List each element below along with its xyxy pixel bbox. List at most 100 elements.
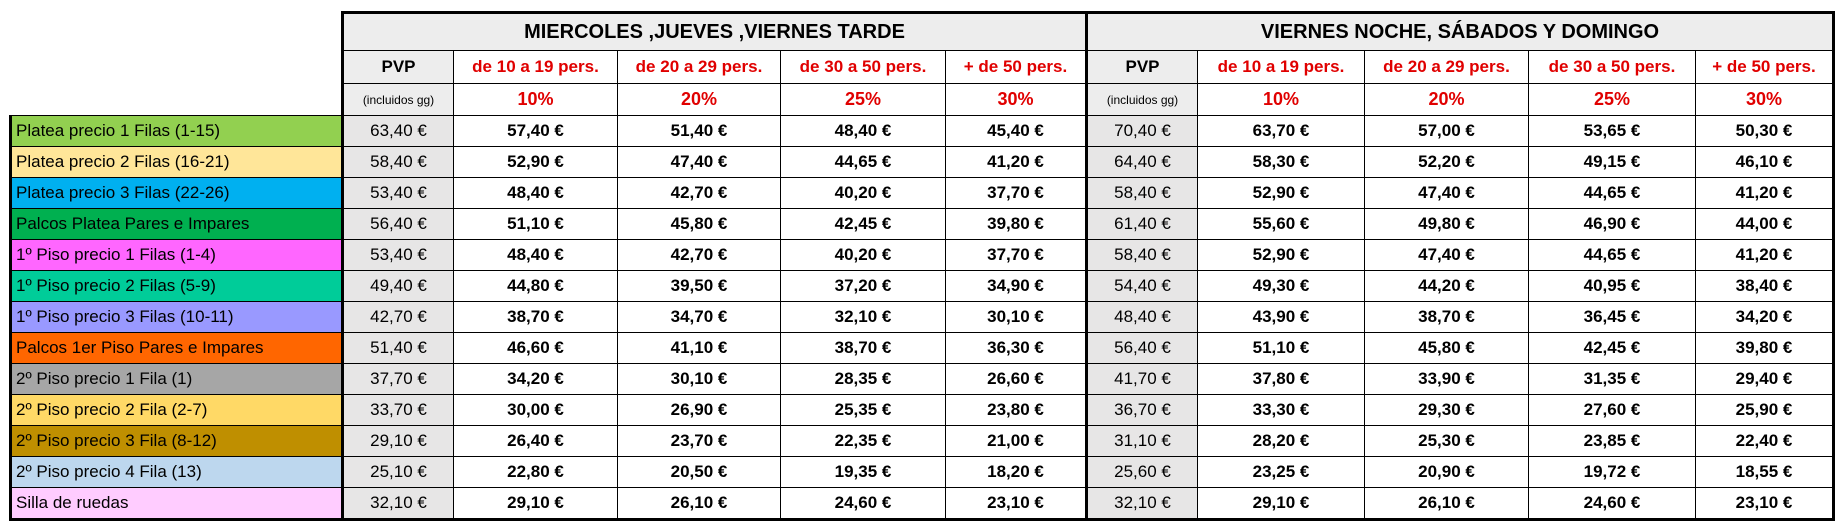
tier-header: de 30 a 50 pers. — [780, 50, 946, 84]
discount-header: 20% — [1364, 83, 1529, 116]
empty-corner — [11, 84, 343, 116]
group-price: 31,35 € — [1528, 363, 1696, 395]
tier-header: de 10 a 19 pers. — [453, 50, 618, 84]
pvp-price: 41,70 € — [1085, 363, 1198, 395]
pvp-price: 51,40 € — [341, 332, 454, 364]
group-price: 44,80 € — [453, 270, 618, 302]
group-price: 40,95 € — [1528, 270, 1696, 302]
row-label: Platea precio 3 Filas (22-26) — [9, 177, 344, 209]
table-row: 2º Piso precio 4 Fila (13) 25,10 €22,80 €… — [9, 456, 1835, 488]
group-price: 45,40 € — [945, 115, 1088, 147]
empty-corner — [11, 13, 343, 51]
group-price: 36,45 € — [1528, 301, 1696, 333]
group-price: 52,90 € — [453, 146, 618, 178]
group-price: 40,20 € — [780, 177, 946, 209]
row-label: 2º Piso precio 1 Fila (1) — [9, 363, 344, 395]
group-price: 46,90 € — [1528, 208, 1696, 240]
group-price: 23,70 € — [617, 425, 781, 457]
discount-header: 25% — [780, 83, 946, 116]
empty-corner — [11, 51, 343, 84]
group-header-weekday: MIERCOLES ,JUEVES ,VIERNES TARDE — [341, 11, 1088, 51]
group-price: 49,80 € — [1364, 208, 1529, 240]
group-price: 19,72 € — [1528, 456, 1696, 488]
group-price: 19,35 € — [780, 456, 946, 488]
group-price: 43,90 € — [1197, 301, 1365, 333]
row-label: 1º Piso precio 3 Filas (10-11) — [9, 301, 344, 333]
table-row: 2º Piso precio 2 Fila (2-7) 33,70 €30,00 … — [9, 394, 1835, 426]
pvp-price: 53,40 € — [341, 239, 454, 271]
group-price: 26,60 € — [945, 363, 1088, 395]
group-price: 58,30 € — [1197, 146, 1365, 178]
group-price: 25,30 € — [1364, 425, 1529, 457]
group-price: 32,10 € — [780, 301, 946, 333]
table-row: 1º Piso precio 3 Filas (10-11) 42,70 €38,… — [9, 301, 1835, 333]
group-price: 57,00 € — [1364, 115, 1529, 147]
group-price: 48,40 € — [453, 239, 618, 271]
group-price: 27,60 € — [1528, 394, 1696, 426]
row-label: 2º Piso precio 4 Fila (13) — [9, 456, 344, 488]
group-price: 49,15 € — [1528, 146, 1696, 178]
group-price: 20,50 € — [617, 456, 781, 488]
table-row: Silla de ruedas 32,10 €29,10 €26,10 €24,6… — [9, 487, 1835, 521]
group-price: 44,65 € — [780, 146, 946, 178]
group-price: 33,30 € — [1197, 394, 1365, 426]
group-price: 18,20 € — [945, 456, 1088, 488]
group-price: 37,70 € — [945, 239, 1088, 271]
pvp-price: 58,40 € — [1085, 177, 1198, 209]
group-price: 41,20 € — [945, 146, 1088, 178]
group-price: 18,55 € — [1695, 456, 1835, 488]
group-price: 46,60 € — [453, 332, 618, 364]
tier-header: de 30 a 50 pers. — [1528, 50, 1696, 84]
group-price: 38,70 € — [780, 332, 946, 364]
table-row: Palcos 1er Piso Pares e Impares 51,40 €46… — [9, 332, 1835, 364]
group-price: 39,80 € — [1695, 332, 1835, 364]
row-label: Platea precio 1 Filas (1-15) — [9, 115, 344, 147]
table-row: Palcos Platea Pares e Impares 56,40 €51,1… — [9, 208, 1835, 240]
group-price: 49,30 € — [1197, 270, 1365, 302]
pvp-price: 54,40 € — [1085, 270, 1198, 302]
group-price: 24,60 € — [780, 487, 946, 521]
tier-header: + de 50 pers. — [945, 50, 1088, 84]
group-price: 44,65 € — [1528, 177, 1696, 209]
group-price: 36,30 € — [945, 332, 1088, 364]
row-label: 2º Piso precio 3 Fila (8-12) — [9, 425, 344, 457]
row-label: 1º Piso precio 2 Filas (5-9) — [9, 270, 344, 302]
group-price: 44,00 € — [1695, 208, 1835, 240]
group-price: 30,10 € — [617, 363, 781, 395]
pvp-header: PVP — [1085, 50, 1198, 84]
group-price: 38,40 € — [1695, 270, 1835, 302]
group-price: 52,90 € — [1197, 177, 1365, 209]
group-price: 57,40 € — [453, 115, 618, 147]
group-price: 26,10 € — [617, 487, 781, 521]
group-price: 50,30 € — [1695, 115, 1835, 147]
group-price: 51,10 € — [453, 208, 618, 240]
group-price: 40,20 € — [780, 239, 946, 271]
tier-header: de 20 a 29 pers. — [617, 50, 781, 84]
group-price: 37,20 € — [780, 270, 946, 302]
table-row: 1º Piso precio 2 Filas (5-9) 49,40 €44,80… — [9, 270, 1835, 302]
group-price: 29,30 € — [1364, 394, 1529, 426]
pvp-price: 32,10 € — [1085, 487, 1198, 521]
group-price: 41,10 € — [617, 332, 781, 364]
group-price: 52,90 € — [1197, 239, 1365, 271]
group-price: 44,20 € — [1364, 270, 1529, 302]
group-price: 34,90 € — [945, 270, 1088, 302]
pvp-price: 36,70 € — [1085, 394, 1198, 426]
group-price: 34,20 € — [1695, 301, 1835, 333]
pvp-price: 56,40 € — [1085, 332, 1198, 364]
group-price: 21,00 € — [945, 425, 1088, 457]
group-price: 37,70 € — [945, 177, 1088, 209]
pvp-price: 56,40 € — [341, 208, 454, 240]
group-price: 25,90 € — [1695, 394, 1835, 426]
group-price: 22,35 € — [780, 425, 946, 457]
group-price: 63,70 € — [1197, 115, 1365, 147]
group-price: 47,40 € — [617, 146, 781, 178]
pvp-price: 33,70 € — [341, 394, 454, 426]
group-header-weekend: VIERNES NOCHE, SÁBADOS Y DOMINGO — [1085, 11, 1835, 51]
group-price: 29,10 € — [1197, 487, 1365, 521]
group-price: 51,10 € — [1197, 332, 1365, 364]
group-price: 24,60 € — [1528, 487, 1696, 521]
group-price: 29,40 € — [1695, 363, 1835, 395]
group-price: 23,10 € — [945, 487, 1088, 521]
tier-header: + de 50 pers. — [1695, 50, 1835, 84]
